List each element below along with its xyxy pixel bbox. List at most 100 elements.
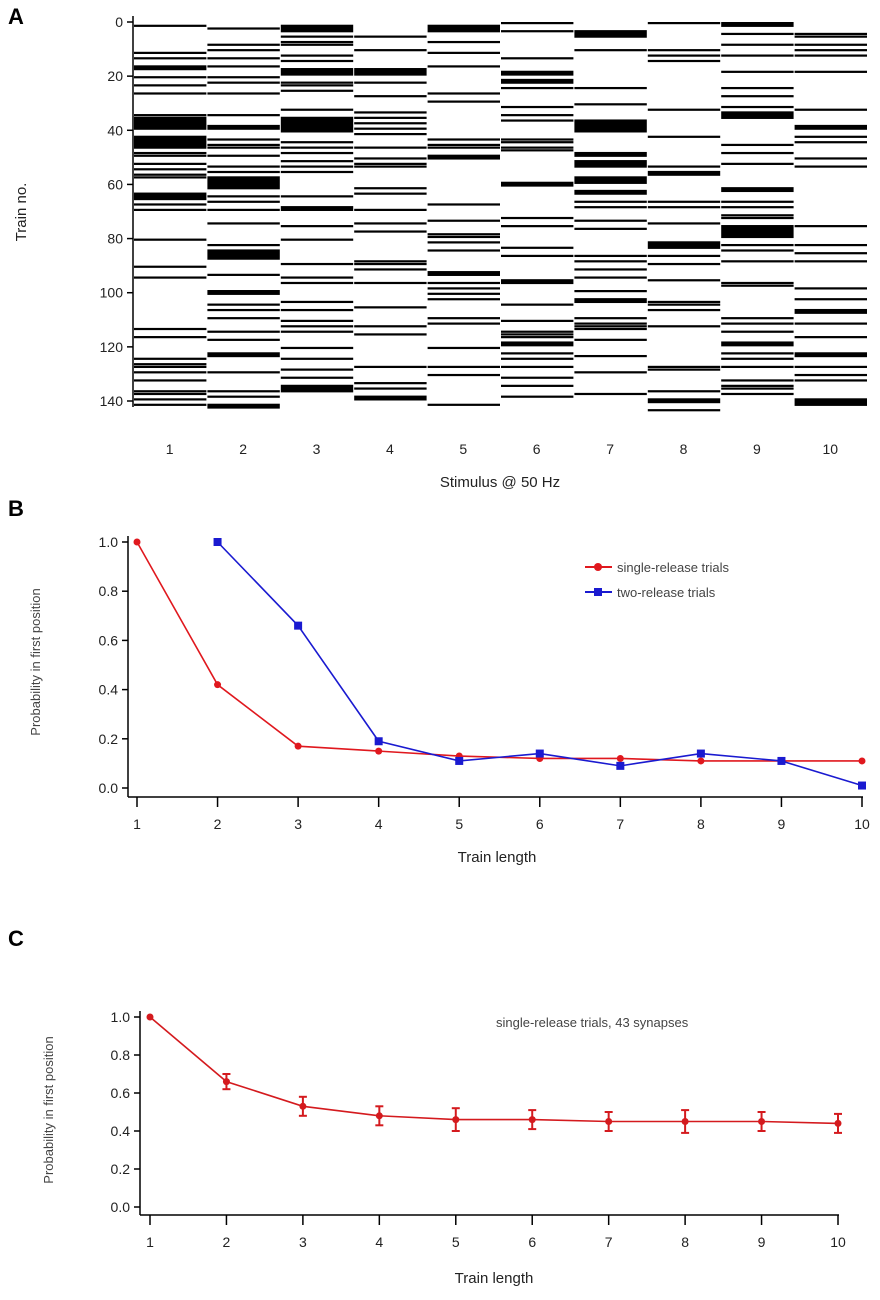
raster-bar <box>574 206 647 209</box>
raster-bar <box>501 352 574 355</box>
raster-bar <box>427 138 500 141</box>
x-tick-label: 10 <box>854 816 870 832</box>
raster-bar <box>280 151 354 155</box>
raster-bar <box>134 392 207 396</box>
raster-bar <box>280 170 354 174</box>
raster-bar <box>647 254 721 258</box>
data-point <box>294 621 303 630</box>
panel-b-ylabel: Probability in first position <box>28 588 43 735</box>
raster-bar <box>134 379 207 382</box>
x-tick-label: 2 <box>223 1234 231 1250</box>
raster-bar <box>427 346 500 350</box>
x-tick-label: 3 <box>294 816 302 832</box>
raster-bar <box>354 395 427 401</box>
raster-bar <box>354 382 427 385</box>
raster-bar <box>794 141 867 144</box>
raster-bar <box>280 68 354 76</box>
raster-bar <box>354 333 427 336</box>
raster-bar <box>721 352 794 355</box>
raster-bar <box>721 330 794 333</box>
raster-bar <box>207 352 280 358</box>
raster-bar <box>574 276 647 279</box>
raster-bar <box>501 395 574 398</box>
y-tick-label: 40 <box>107 122 123 138</box>
raster-bar <box>280 238 354 241</box>
raster-bar <box>207 273 280 276</box>
raster-bar <box>721 260 794 263</box>
raster-bar <box>280 225 354 228</box>
y-tick-label: 0.8 <box>111 1047 131 1063</box>
raster-bar <box>721 317 794 320</box>
raster-bar <box>207 403 280 409</box>
raster-bar <box>134 135 207 149</box>
raster-bar <box>794 54 867 57</box>
panel-letter-c: C <box>8 926 24 951</box>
x-tick-label: 6 <box>528 1234 536 1250</box>
raster-bar <box>647 279 721 282</box>
raster-bar <box>207 138 280 141</box>
raster-bar <box>280 384 354 393</box>
raster-bar <box>794 157 867 160</box>
raster-bar <box>207 395 280 398</box>
raster-bar <box>207 92 280 95</box>
raster-bar <box>721 32 794 36</box>
raster-bar <box>134 168 207 171</box>
raster-bar <box>794 352 867 358</box>
raster-bar <box>134 51 207 54</box>
raster-bar <box>574 317 647 320</box>
data-point <box>294 742 302 750</box>
raster-bar <box>427 203 500 206</box>
raster-bar <box>280 308 354 312</box>
raster-bar <box>134 363 207 366</box>
raster-bar <box>207 390 280 393</box>
raster-bar <box>574 151 647 157</box>
raster-bar <box>574 119 647 133</box>
raster-bar <box>207 330 280 333</box>
raster-bar <box>280 262 354 266</box>
x-tick-label: 1 <box>166 441 174 457</box>
y-tick-label: 120 <box>100 339 124 355</box>
panel-a-xlabel: Stimulus @ 50 Hz <box>440 474 560 491</box>
raster-bar <box>574 254 647 258</box>
raster-bar <box>501 336 574 339</box>
raster-bar <box>207 195 280 198</box>
raster-bar <box>207 143 280 147</box>
raster-bar <box>574 290 647 293</box>
raster-bar <box>501 30 574 33</box>
data-point <box>213 538 222 546</box>
raster-bar <box>647 59 721 63</box>
series-line-1 <box>216 541 863 787</box>
x-tick-label: 4 <box>375 1234 383 1250</box>
raster-bar <box>501 105 574 109</box>
raster-bar <box>207 27 280 30</box>
raster-bar <box>501 303 574 306</box>
raster-bar <box>134 84 207 87</box>
raster-bar <box>501 333 574 336</box>
panel-c-ylabel: Probability in first position <box>41 1036 56 1183</box>
raster-bar <box>354 187 427 190</box>
x-tick-label: 9 <box>758 1234 766 1250</box>
raster-bar <box>794 298 867 301</box>
raster-bar <box>574 322 647 325</box>
x-tick-label: 10 <box>823 441 839 457</box>
raster-bar <box>501 384 574 387</box>
raster-bar <box>280 281 354 285</box>
x-tick-label: 4 <box>375 816 383 832</box>
raster-bar <box>207 81 280 84</box>
raster-bar <box>280 116 354 133</box>
raster-bar <box>134 92 207 95</box>
raster-bar <box>280 84 354 87</box>
raster-bar <box>574 260 647 263</box>
raster-bar <box>501 319 574 322</box>
raster-bar <box>647 206 721 209</box>
raster-bar <box>574 49 647 52</box>
raster-bar <box>427 219 500 222</box>
raster-bar <box>354 281 427 285</box>
raster-bar <box>427 322 500 325</box>
raster-bar <box>574 338 647 341</box>
raster-bar <box>427 154 500 160</box>
raster-bar <box>134 154 207 157</box>
raster-bar <box>501 22 574 25</box>
y-tick-label: 0 <box>115 14 123 30</box>
